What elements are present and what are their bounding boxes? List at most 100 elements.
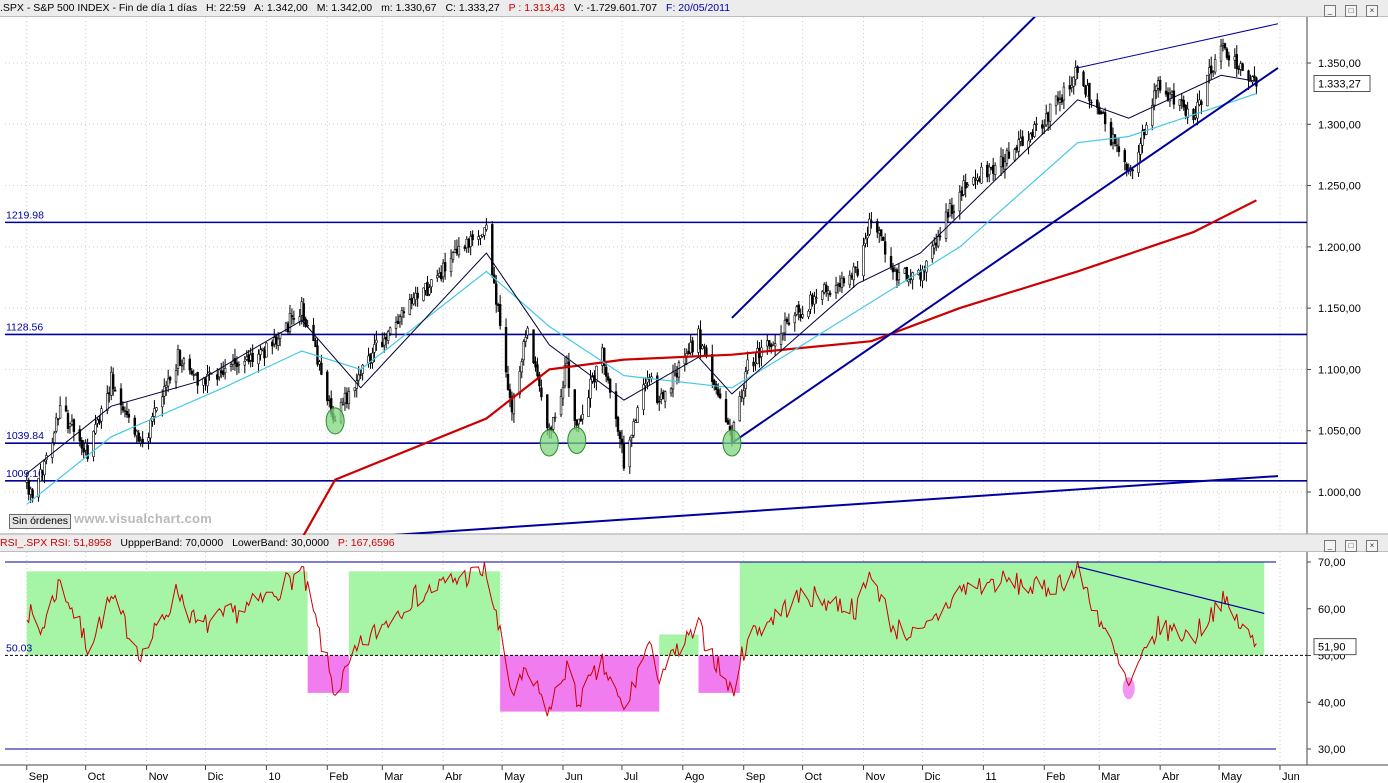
candle-body bbox=[55, 417, 58, 432]
candle-body bbox=[1019, 137, 1022, 142]
candle-body bbox=[1194, 115, 1197, 118]
candle-body bbox=[1247, 70, 1250, 81]
candle-body bbox=[838, 283, 842, 287]
rsi-minimize-icon[interactable]: _ bbox=[1324, 540, 1336, 552]
candle-body bbox=[919, 271, 922, 280]
candle-body bbox=[921, 269, 924, 282]
candle-body bbox=[188, 358, 191, 371]
price-y-tick-label: 1.250,00 bbox=[1318, 181, 1361, 193]
candle-body bbox=[265, 342, 268, 358]
candle-body bbox=[453, 249, 457, 253]
candle-body bbox=[870, 220, 873, 223]
rsi-zone-overbought bbox=[348, 571, 501, 656]
candle-body bbox=[1068, 85, 1071, 90]
candle-body bbox=[581, 414, 584, 420]
watermark-logo: www.visualchart.com bbox=[74, 511, 213, 526]
candle-body bbox=[166, 378, 170, 387]
candle-body bbox=[534, 361, 537, 368]
candle-body bbox=[1058, 99, 1062, 103]
candle-body bbox=[783, 319, 787, 334]
last-price-label: 1.333,27 bbox=[1318, 79, 1361, 91]
candle-body bbox=[931, 245, 934, 259]
candle-body bbox=[288, 312, 292, 332]
candle-body bbox=[504, 326, 508, 373]
rsi-close-icon[interactable]: × bbox=[1366, 540, 1378, 552]
candle-body bbox=[1225, 48, 1229, 58]
candle-body bbox=[1113, 134, 1117, 145]
candle-body bbox=[754, 362, 757, 364]
candle-body bbox=[634, 420, 637, 423]
candle-body bbox=[111, 374, 115, 390]
candle-body bbox=[1237, 68, 1240, 70]
x-tick-label: Sep bbox=[29, 771, 49, 783]
candle-body bbox=[518, 371, 521, 395]
candle-body bbox=[257, 353, 260, 365]
candle-body bbox=[1200, 101, 1203, 105]
candle-body bbox=[1084, 85, 1087, 95]
maximize-icon[interactable]: □ bbox=[1345, 5, 1357, 17]
candle-body bbox=[677, 362, 681, 378]
candle-body bbox=[595, 365, 598, 383]
candle-body bbox=[546, 394, 549, 429]
x-tick-label: 11 bbox=[985, 771, 996, 783]
candle-body bbox=[1021, 136, 1024, 146]
level-label: 1039.84 bbox=[6, 430, 44, 442]
candle-body bbox=[68, 423, 72, 427]
candle-body bbox=[251, 352, 254, 362]
minimize-icon[interactable]: _ bbox=[1324, 5, 1336, 17]
candle-body bbox=[457, 245, 461, 256]
rsi-trendline bbox=[1077, 566, 1265, 615]
candle-body bbox=[1208, 67, 1211, 75]
candle-body bbox=[573, 389, 576, 421]
candle-body bbox=[811, 294, 814, 305]
rsi-marker bbox=[1122, 677, 1135, 700]
candle-body bbox=[84, 443, 87, 451]
candle-body bbox=[25, 480, 28, 483]
last-price-box bbox=[1313, 75, 1371, 93]
open-label: A: 1.342,00 bbox=[254, 2, 308, 14]
candle-body bbox=[31, 489, 34, 498]
candle-body bbox=[579, 418, 582, 422]
candle-body bbox=[526, 327, 529, 336]
candle-body bbox=[854, 266, 857, 269]
candle-body bbox=[243, 360, 246, 366]
candle-body bbox=[828, 292, 832, 296]
candle-body bbox=[345, 392, 349, 404]
candle-body bbox=[718, 393, 722, 399]
candle-body bbox=[1062, 86, 1066, 101]
candle-body bbox=[119, 388, 123, 406]
rsi-maximize-icon[interactable]: □ bbox=[1345, 540, 1357, 552]
candle-body bbox=[233, 358, 237, 364]
candle-body bbox=[1158, 80, 1162, 91]
candle-body bbox=[208, 371, 211, 374]
candle-body bbox=[229, 364, 233, 368]
candle-body bbox=[341, 403, 345, 406]
candle-body bbox=[223, 367, 227, 374]
x-tick-label: Mar bbox=[1101, 771, 1120, 783]
candle-body bbox=[991, 165, 995, 174]
x-tick-label: 10 bbox=[268, 771, 280, 783]
pattern-marker bbox=[539, 429, 559, 457]
candle-body bbox=[383, 338, 386, 346]
candle-body bbox=[70, 420, 74, 425]
candle-body bbox=[394, 322, 398, 329]
candle-body bbox=[1210, 65, 1213, 74]
candle-body bbox=[840, 277, 844, 288]
candle-body bbox=[936, 236, 940, 247]
candle-body bbox=[398, 316, 402, 323]
candle-body bbox=[907, 279, 910, 283]
candle-body bbox=[1013, 149, 1016, 161]
close-icon[interactable]: × bbox=[1366, 5, 1378, 17]
candle-body bbox=[1166, 92, 1170, 101]
candle-body bbox=[1100, 111, 1103, 115]
candle-body bbox=[976, 177, 979, 181]
candle-body bbox=[785, 318, 789, 322]
candle-body bbox=[220, 370, 223, 374]
candle-body bbox=[359, 374, 362, 376]
symbol-label: .SPX - S&P 500 INDEX - Fin de día 1 días bbox=[0, 2, 198, 14]
orders-status-button[interactable]: Sin órdenes bbox=[9, 514, 72, 529]
candle-body bbox=[402, 311, 406, 314]
candle-body bbox=[292, 318, 296, 320]
candle-body bbox=[1223, 43, 1227, 49]
x-tick-label: Abr bbox=[1162, 771, 1179, 783]
